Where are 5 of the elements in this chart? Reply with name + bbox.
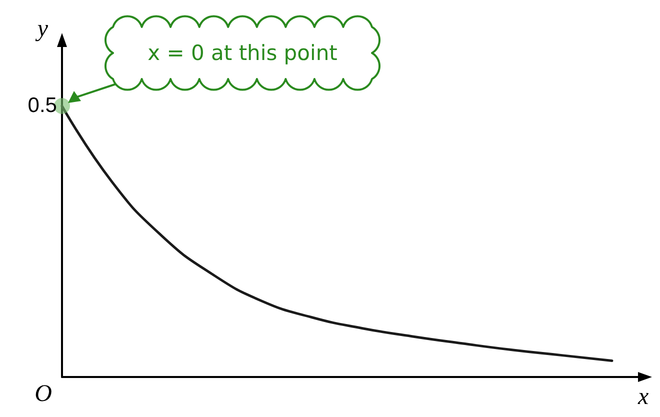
text: x = 0 at this point: [148, 41, 338, 65]
text: 0.5: [28, 94, 57, 118]
y-axis-title: y: [35, 16, 48, 42]
text: O: [34, 381, 52, 408]
x-axis-title: x: [637, 384, 649, 410]
